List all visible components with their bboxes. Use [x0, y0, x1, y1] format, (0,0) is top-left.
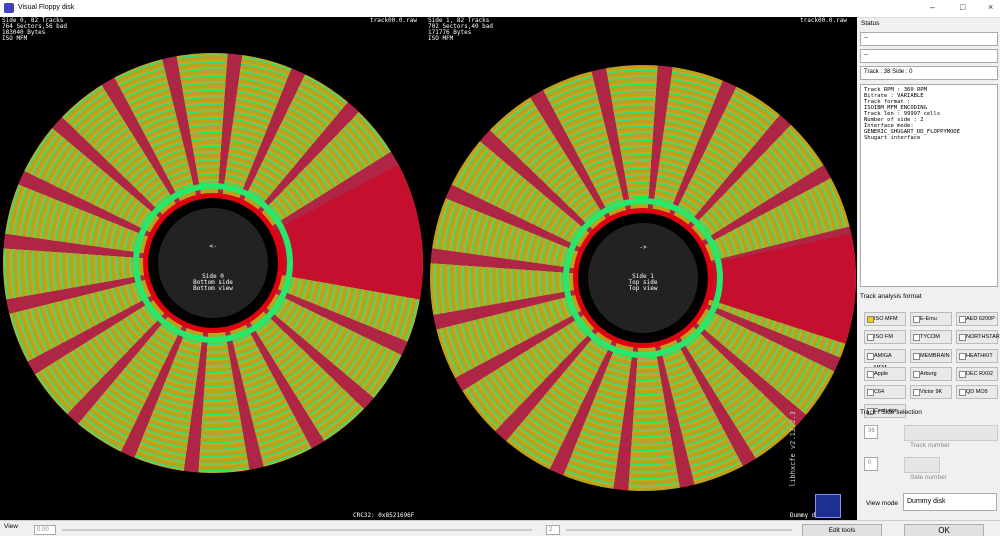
- format-option[interactable]: ISO FM: [864, 330, 906, 345]
- side-info: Side 0, 82 Tracks 764 Sectors,56 bad 18304…: [2, 18, 67, 42]
- spindle: [158, 208, 268, 318]
- file-name: track00.0.raw: [800, 17, 847, 24]
- offset-slider[interactable]: [62, 529, 532, 531]
- window-title: Visual Floppy disk: [18, 4, 75, 11]
- format-option[interactable]: Victor 9K: [910, 385, 952, 400]
- format-option[interactable]: MEMBRAIN: [910, 348, 952, 363]
- title-bar: Visual Floppy disk – □ ×: [0, 0, 1000, 18]
- detail-line: Interface mode:: [864, 123, 914, 129]
- info-line: Side 1, 82 Tracks: [428, 17, 490, 24]
- detail-line: Shugart interface: [864, 135, 921, 141]
- edit-tools-button[interactable]: Edit tools: [802, 524, 882, 536]
- info-line: 171776 Bytes: [428, 29, 472, 36]
- spindle: [588, 223, 698, 333]
- side-info: Side 1, 82 Tracks 702 Sectors,40 bad 17177…: [428, 18, 493, 42]
- format-option[interactable]: TYCOM: [910, 330, 952, 345]
- detail-line: Track format :: [864, 99, 911, 105]
- hxc-logo: [815, 494, 841, 518]
- detail-line: Track RPM : 360 RPM: [864, 87, 927, 93]
- format-option[interactable]: C64: [864, 385, 906, 400]
- side-caption: Side 0 Bottom side Bottom view: [173, 274, 253, 292]
- track-value[interactable]: 36: [864, 425, 878, 439]
- disk-view[interactable]: <- Side 0 Bottom side Bottom view Side 0, …: [0, 17, 857, 520]
- caption-line: Top side: [628, 279, 658, 286]
- selection-title: Track / Side selection: [860, 409, 922, 416]
- side-value[interactable]: 0: [864, 457, 878, 471]
- detail-line: Track len : 99997 cells: [864, 111, 941, 117]
- view-label: View: [4, 523, 18, 530]
- format-option[interactable]: QD MO5: [956, 385, 998, 400]
- status-field: --: [860, 32, 998, 46]
- info-line: ISO MFM: [428, 35, 454, 42]
- track-label: Track number: [910, 442, 950, 449]
- zoom-slider[interactable]: [566, 529, 792, 531]
- ok-button[interactable]: OK: [904, 524, 984, 536]
- file-name: track00.0.raw: [370, 17, 417, 24]
- caption-line: Bottom side: [193, 279, 233, 286]
- version: libhxcfe v2.13.2.3: [789, 411, 797, 487]
- side-slider[interactable]: [904, 457, 940, 473]
- crc: CRC32: 0x8521696F: [353, 512, 415, 519]
- caption-line: Bottom view: [193, 285, 233, 292]
- status-title: Status: [861, 20, 880, 27]
- format-option[interactable]: Arburg: [910, 366, 952, 381]
- format-option[interactable]: Apple: [864, 366, 906, 381]
- app-icon: [4, 3, 14, 13]
- caption-line: Side 0: [202, 273, 224, 280]
- format-option[interactable]: AED 6200P: [956, 312, 998, 326]
- format-option[interactable]: HEATHKIT: [956, 348, 998, 363]
- info-line: Side 0, 82 Tracks: [2, 17, 64, 24]
- view-mode-select[interactable]: Dummy disk: [903, 493, 997, 511]
- status-field: --: [860, 49, 998, 63]
- caption-line: Top view: [628, 285, 658, 292]
- format-option[interactable]: ISO MFM: [864, 312, 906, 326]
- format-option[interactable]: NORTHSTAR: [956, 330, 1000, 345]
- info-line: ISO MFM: [2, 35, 28, 42]
- status-field: Track : 38 Side : 0: [860, 66, 998, 80]
- side-caption: Side 1 Top side Top view: [603, 274, 683, 292]
- side-label: Side number: [910, 474, 947, 481]
- format-option[interactable]: E-Emu: [910, 312, 952, 326]
- caption-line: Side 1: [632, 273, 654, 280]
- inner-ring: [563, 198, 723, 358]
- info-line: 183040 Bytes: [2, 29, 46, 36]
- view-mode-label: View mode: [866, 500, 899, 507]
- offset-field[interactable]: 0.00: [34, 525, 56, 535]
- detail-line: Bitrate : VARIABLE: [864, 93, 924, 99]
- zoom-field[interactable]: 2: [546, 525, 560, 535]
- close-button[interactable]: ×: [988, 2, 994, 12]
- format-option[interactable]: Centurion: [864, 403, 906, 418]
- track-slider[interactable]: [904, 425, 998, 441]
- format-option[interactable]: AMIGA MFM: [864, 348, 906, 371]
- inner-ring: [133, 183, 293, 343]
- detail-line: Number of side : 2: [864, 117, 924, 123]
- maximize-button[interactable]: □: [960, 2, 966, 12]
- bottom-bar: View 0.00 2 Edit tools OK: [0, 520, 1000, 536]
- detail-line: GENERIC_SHUGART_DD_FLOPPYMODE: [864, 129, 961, 135]
- index-ring: [143, 193, 283, 333]
- index-ring: [573, 208, 713, 348]
- side-panel: Status -- -- Track : 38 Side : 0 Track RPM…: [858, 17, 1000, 520]
- minimize-button[interactable]: –: [930, 2, 936, 12]
- analysis-title: Track analysis format: [860, 293, 922, 300]
- direction-arrow: <-: [209, 243, 217, 250]
- direction-arrow: ->: [639, 244, 647, 251]
- format-option[interactable]: DEC RX02: [956, 366, 998, 381]
- detail-line: ISOIBM_MFM_ENCODING: [864, 105, 927, 111]
- info-line: 764 Sectors,56 bad: [2, 23, 68, 30]
- info-line: 702 Sectors,40 bad: [428, 23, 494, 30]
- status-details: Track RPM : 360 RPM Bitrate : VARIABLE Tra…: [860, 84, 998, 287]
